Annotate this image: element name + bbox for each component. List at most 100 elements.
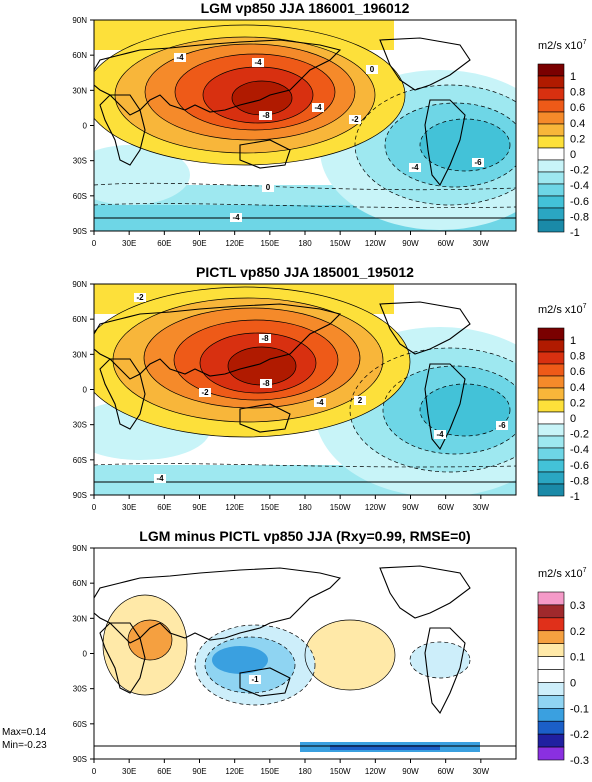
- contour-label-box: [409, 163, 421, 172]
- panel-1: LGM vp850 JJA 186001_196012: [72, 0, 589, 248]
- colorbar-swatch: [537, 656, 565, 670]
- y-tick-label: 60N: [72, 51, 87, 60]
- colorbar-swatch: [537, 135, 565, 149]
- contour-label: -8: [261, 334, 269, 343]
- x-tick-label: 0: [92, 239, 97, 248]
- x-tick-label: 120E: [225, 767, 244, 776]
- colorbar-swatch: [537, 183, 565, 197]
- colorbar-label: -0.8: [570, 211, 589, 223]
- contour-label: -4: [156, 474, 164, 483]
- panel-2: PICTL vp850 JJA 185001_195012: [72, 264, 589, 512]
- x-tick-label: 60W: [437, 503, 454, 512]
- colorbar-label: -0.2: [570, 729, 589, 741]
- x-tick-label: 90W: [402, 239, 419, 248]
- contour-label-box: [154, 474, 166, 483]
- colorbar-label: -1: [570, 491, 580, 503]
- contour-label-box: [259, 334, 271, 343]
- contour-label: 0: [266, 183, 271, 192]
- colorbar-label: 0.2: [570, 133, 585, 145]
- y-tick-label: 0: [83, 650, 88, 659]
- contour-label: -2: [136, 293, 144, 302]
- contour-label-box: [472, 158, 484, 167]
- x-tick-label: 30E: [122, 239, 136, 248]
- contour-label-box: [496, 421, 508, 430]
- colorbar-swatch: [537, 733, 565, 748]
- contour-label: -4: [176, 53, 184, 62]
- x-tick-label: 150E: [260, 503, 279, 512]
- contour-label: -4: [316, 398, 324, 407]
- contour-label: -4: [314, 103, 322, 112]
- colorbar-swatch: [537, 63, 565, 77]
- colorbar-label: -0.2: [570, 165, 589, 177]
- x-tick-label: 180: [298, 767, 312, 776]
- y-tick-label: 90N: [72, 544, 87, 553]
- colorbar-swatch: [537, 720, 565, 735]
- x-tick-label: 180: [298, 239, 312, 248]
- colorbar-swatch: [537, 399, 565, 413]
- panel-3: LGM minus PICTL vp850 JJA (Rxy=0.99, RMS…: [72, 528, 589, 776]
- x-tick-label: 150W: [330, 767, 351, 776]
- colorbar-swatch: [537, 111, 565, 125]
- colorbar-swatch: [537, 682, 565, 696]
- contour-label-box: [252, 58, 264, 67]
- x-tick-label: 60W: [437, 239, 454, 248]
- colorbar-swatch: [537, 411, 565, 425]
- contour-label-box: [262, 183, 274, 192]
- colorbar-label: -0.6: [570, 460, 589, 472]
- panel-1-units: m2/s x107: [538, 39, 587, 52]
- colorbar-label: -0.4: [570, 180, 589, 192]
- x-tick-label: 30W: [473, 767, 490, 776]
- colorbar-label: 1: [570, 71, 576, 83]
- colorbar-label: 0.4: [570, 118, 585, 130]
- contour-label: -2: [201, 388, 209, 397]
- y-tick-label: 60S: [73, 456, 87, 465]
- colorbar-label: 0: [570, 413, 576, 425]
- colorbar-label: -0.1: [570, 703, 589, 715]
- colorbar-swatch: [537, 375, 565, 389]
- colorbar-swatch: [537, 87, 565, 101]
- y-tick-label: 0: [83, 122, 88, 131]
- y-tick-label: 30S: [73, 157, 87, 166]
- x-tick-label: 120W: [365, 239, 386, 248]
- y-tick-label: 60S: [73, 720, 87, 729]
- contour-label: -4: [254, 58, 262, 67]
- contour-label-box: [230, 213, 242, 222]
- x-tick-label: 90E: [192, 503, 206, 512]
- contour-label-box: [434, 430, 446, 439]
- contour-label: -6: [474, 158, 482, 167]
- colorbar-swatch: [537, 604, 565, 619]
- colorbar-label: -0.4: [570, 444, 589, 456]
- panel-3-colorbar: 0.3 0.2 0.1 0 -0.1 -0.2 -0.3: [537, 591, 589, 767]
- x-tick-label: 0: [92, 503, 97, 512]
- colorbar-label: -0.6: [570, 196, 589, 208]
- min-stat: Min=-0.23: [2, 740, 47, 751]
- x-tick-label: 120E: [225, 503, 244, 512]
- colorbar-swatch: [537, 423, 565, 437]
- colorbar-swatch: [537, 591, 565, 606]
- max-stat: Max=0.14: [2, 727, 47, 738]
- x-tick-label: 30E: [122, 503, 136, 512]
- y-tick-label: 60N: [72, 579, 87, 588]
- colorbar-swatch: [537, 207, 565, 221]
- y-tick-label: 30N: [72, 86, 87, 95]
- contour-label: -4: [232, 213, 240, 222]
- contour-label-box: [312, 103, 324, 112]
- panel-2-units: m2/s x107: [538, 303, 587, 316]
- colorbar-swatch: [537, 471, 565, 485]
- contour-label-box: [174, 53, 186, 62]
- x-tick-label: 120W: [365, 767, 386, 776]
- contour-label: -1: [251, 675, 259, 684]
- colorbar-swatch: [537, 327, 565, 341]
- x-tick-label: 150E: [260, 239, 279, 248]
- contour-label: -2: [351, 115, 359, 124]
- x-tick-label: 150W: [330, 239, 351, 248]
- panel-2-map: [94, 284, 516, 495]
- y-tick-label: 30N: [72, 614, 87, 623]
- y-tick-label: 0: [83, 386, 88, 395]
- colorbar-label: 0: [570, 149, 576, 161]
- colorbar-swatch: [537, 339, 565, 353]
- contour-label-box: [314, 398, 326, 407]
- panel-2-colorbar: 1 0.8 0.6 0.4 0.2 0 -0.2 -0.4 -0.6 -0.8 -1: [537, 327, 589, 503]
- colorbar-label: 0.3: [570, 600, 585, 612]
- colorbar-swatch: [537, 746, 565, 761]
